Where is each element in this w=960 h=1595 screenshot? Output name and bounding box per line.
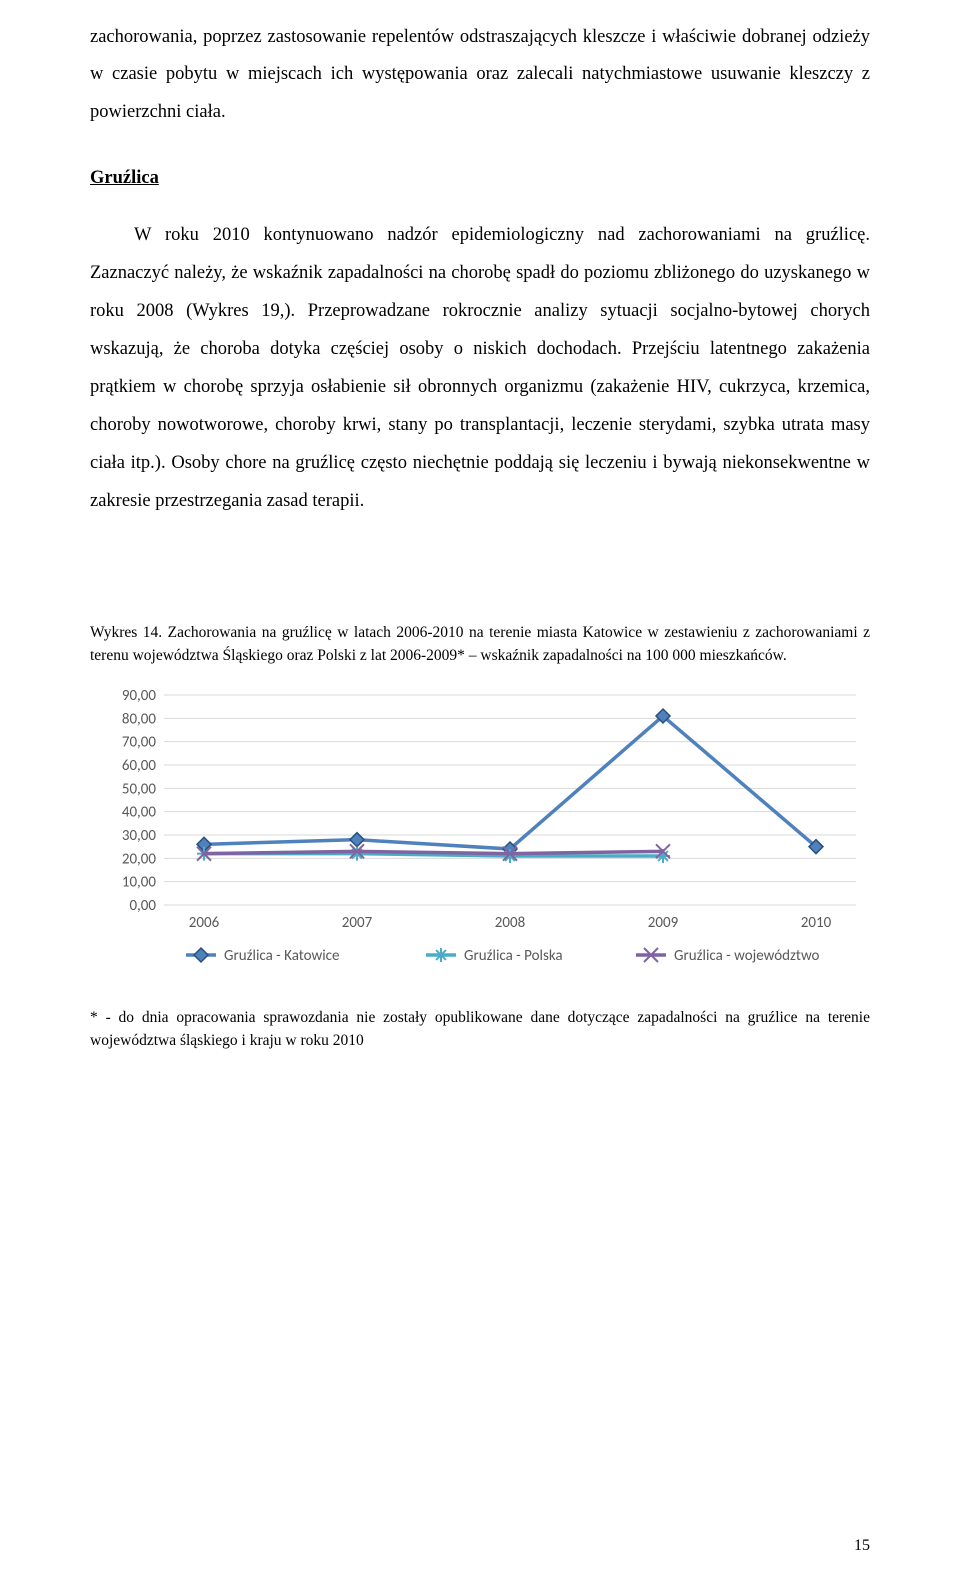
chart-footnote: * - do dnia opracowania sprawozdania nie… [90,1006,870,1053]
chart-svg: 0,00 10,00 20,00 30,00 40,00 50,00 60,00 70,00 8… [90,685,870,975]
page: zachorowania, poprzez zastosowanie repel… [0,19,960,1595]
svg-text:60,00: 60,00 [122,757,157,775]
chart-container: 0,00 10,00 20,00 30,00 40,00 50,00 60,00 70,00 8… [90,685,870,980]
svg-text:50,00: 50,00 [122,780,157,798]
svg-text:2010: 2010 [801,914,832,932]
svg-text:70,00: 70,00 [122,734,157,752]
svg-text:Gruźlica - województwo: Gruźlica - województwo [674,947,820,965]
page-number: 15 [854,1537,870,1555]
svg-text:90,00: 90,00 [122,687,157,705]
svg-text:2007: 2007 [342,914,373,932]
svg-text:30,00: 30,00 [122,827,157,845]
svg-text:20,00: 20,00 [122,850,157,868]
section-heading-gruzlica: Gruźlica [90,168,870,189]
svg-text:2006: 2006 [189,914,220,932]
svg-text:80,00: 80,00 [122,710,157,728]
svg-text:0,00: 0,00 [129,897,156,915]
svg-text:40,00: 40,00 [122,804,157,822]
svg-text:2008: 2008 [495,914,525,932]
svg-text:10,00: 10,00 [122,874,157,892]
paragraph-gruzlica: W roku 2010 kontynuowano nadzór epidemio… [90,217,870,520]
svg-text:2009: 2009 [648,914,679,932]
paragraph-intro: zachorowania, poprzez zastosowanie repel… [90,19,870,133]
chart-caption: Wykres 14. Zachorowania na gruźlicę w la… [90,621,870,668]
svg-text:Gruźlica - Polska: Gruźlica - Polska [464,947,563,965]
svg-text:Gruźlica - Katowice: Gruźlica - Katowice [224,947,339,965]
